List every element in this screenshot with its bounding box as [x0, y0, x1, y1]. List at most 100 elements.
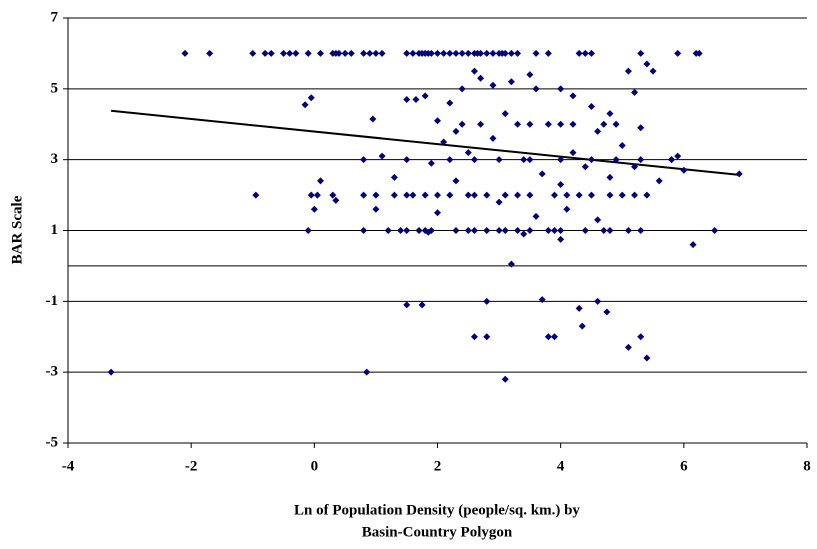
data-point	[735, 170, 743, 178]
data-point	[366, 49, 374, 57]
data-point	[267, 49, 275, 57]
data-point	[581, 49, 589, 57]
data-point	[332, 196, 340, 204]
data-point	[489, 134, 497, 142]
data-point	[581, 227, 589, 234]
data-point	[409, 191, 417, 199]
data-point	[464, 227, 472, 234]
data-point	[464, 149, 472, 157]
data-point	[514, 49, 522, 57]
data-point	[600, 227, 608, 234]
data-point	[304, 227, 312, 234]
x-tick-label: 4	[557, 458, 565, 474]
data-point	[458, 85, 466, 93]
data-point	[557, 180, 565, 188]
data-point	[427, 159, 435, 167]
data-point	[489, 49, 497, 57]
data-point	[483, 227, 491, 234]
x-tick-label: 8	[803, 458, 811, 474]
x-tick-label: -2	[185, 458, 198, 474]
data-point	[307, 191, 315, 199]
data-point	[261, 49, 269, 57]
data-point	[452, 177, 460, 185]
data-point	[655, 177, 663, 185]
data-point	[372, 205, 380, 213]
data-point	[637, 49, 645, 57]
data-point	[307, 94, 315, 102]
y-tick-label: -1	[46, 293, 59, 309]
data-point	[403, 49, 411, 57]
data-point	[434, 49, 441, 57]
data-point	[544, 333, 552, 341]
data-point	[557, 85, 565, 93]
data-point	[520, 156, 528, 164]
data-point	[495, 156, 503, 164]
data-point	[507, 78, 515, 86]
data-point	[606, 191, 614, 199]
data-point	[612, 120, 620, 128]
data-point	[360, 191, 368, 199]
data-point	[280, 49, 288, 57]
data-point	[569, 149, 577, 157]
data-point	[452, 49, 460, 57]
data-point	[347, 49, 355, 57]
data-point	[489, 81, 497, 89]
data-point	[557, 235, 565, 243]
y-tick-label: 1	[51, 222, 59, 238]
data-point	[624, 343, 632, 351]
data-point	[403, 95, 411, 103]
data-point	[470, 67, 478, 75]
data-point	[563, 205, 571, 213]
data-point	[412, 95, 420, 103]
data-point	[452, 227, 460, 234]
data-point	[286, 49, 294, 57]
data-point	[440, 138, 448, 146]
x-axis-label: Ln of Population Density (people/sq. km.…	[294, 502, 580, 518]
data-point	[581, 163, 589, 171]
data-point	[421, 92, 429, 100]
data-point	[434, 209, 441, 217]
data-point	[569, 120, 577, 128]
data-point	[390, 191, 398, 199]
data-point	[575, 49, 583, 57]
data-point	[624, 227, 632, 234]
x-tick-label: -4	[62, 458, 75, 474]
data-point	[415, 227, 423, 234]
data-point	[403, 227, 411, 234]
data-point	[452, 127, 460, 135]
data-point	[440, 49, 448, 57]
data-point	[637, 333, 645, 341]
data-point	[575, 191, 583, 199]
y-axis-label: BAR Scale	[9, 195, 25, 264]
x-axis-label: Basin-Country Polygon	[362, 524, 513, 540]
data-point	[292, 49, 300, 57]
data-point	[418, 301, 426, 309]
data-point	[470, 191, 478, 199]
data-point	[526, 227, 534, 234]
data-point	[384, 227, 392, 234]
data-point	[446, 191, 454, 199]
data-point	[631, 191, 639, 199]
data-point	[612, 156, 620, 164]
data-point	[631, 163, 639, 171]
data-point	[594, 127, 602, 135]
data-point	[680, 166, 688, 174]
data-point	[668, 156, 676, 164]
data-point	[304, 49, 312, 57]
data-point	[501, 49, 509, 57]
data-point	[507, 49, 515, 57]
data-point	[301, 101, 309, 109]
data-point	[427, 49, 435, 57]
data-point	[551, 191, 559, 199]
data-point	[551, 227, 559, 234]
data-point	[594, 297, 602, 305]
data-point	[310, 205, 318, 213]
data-point	[470, 333, 478, 341]
data-point	[649, 67, 657, 75]
data-point	[587, 103, 595, 111]
data-point	[464, 49, 472, 57]
data-point	[624, 67, 632, 75]
data-point	[631, 88, 639, 96]
data-point	[618, 142, 626, 149]
